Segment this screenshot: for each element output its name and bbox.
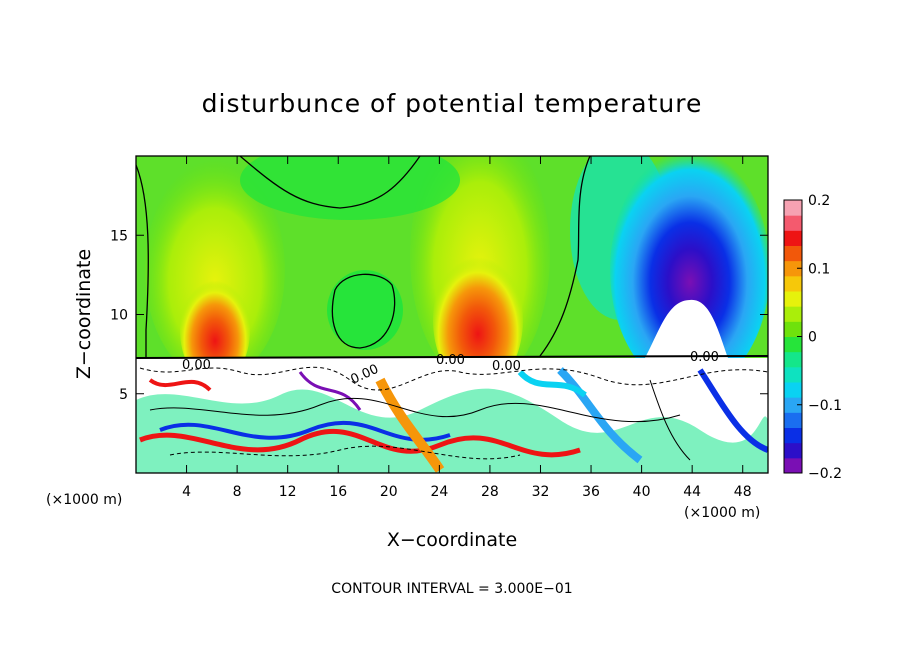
contour-label: 0.00 [436,353,465,368]
colorbar-swatch [784,200,802,216]
colorbar-swatch [784,351,802,368]
contour-label: 0.00 [690,350,719,365]
colorbar-swatch [784,336,802,353]
x-tick-label: 12 [279,484,297,500]
x-unit-left: (×1000 m) [46,492,122,508]
x-tick-label: 36 [582,484,600,500]
x-tick-label: 16 [329,484,347,500]
x-tick-label: 44 [683,484,701,500]
colorbar-tick-label: 0.2 [808,193,830,209]
x-tick-label: 24 [430,484,448,500]
colorbar-swatch [784,275,802,292]
colorbar-swatch [784,291,802,307]
x-tick-label: 32 [532,484,550,500]
x-axis: 4 8 12 16 20 24 28 32 36 40 44 48 [182,156,752,500]
x-tick-label: 20 [380,484,398,500]
colorbar-axis: 0.2 0.1 0 −0.1 −0.2 [797,193,842,482]
colorbar-swatch [784,306,802,322]
field-plot: 0.00 0.00 0.00 0.00 0.00 [136,156,768,473]
colorbar-swatch [784,427,802,444]
y-axis: 5 10 15 [110,228,768,403]
contour-label: 0.00 [492,359,521,374]
warm-band-left [145,160,285,380]
top-green [240,156,460,220]
chart-title: disturbunce of potential temperature [202,89,703,118]
x-tick-label: 4 [182,484,191,500]
colorbar-tick-label: 0 [808,330,817,346]
colorbar-swatch [784,260,802,277]
warm-core-center [433,250,523,390]
colorbar-swatch [784,397,802,413]
x-tick-label: 28 [481,484,499,500]
colorbar-swatch [784,412,802,428]
colorbar-swatch [784,321,802,337]
colorbar-swatch [784,382,802,398]
colorbar-tick-label: −0.1 [808,398,842,414]
x-tick-label: 8 [233,484,242,500]
x-unit-right: (×1000 m) [684,505,760,521]
y-tick-label: 15 [110,228,128,244]
colorbar-swatch [784,366,802,383]
y-axis-label: Z−coordinate [73,249,95,379]
colorbar-swatch [784,245,802,262]
colorbar-tick-label: 0.1 [808,261,830,277]
y-tick-label: 5 [119,387,128,403]
cold-core-white [645,299,728,358]
colorbar-swatch [784,215,802,231]
x-tick-label: 40 [633,484,651,500]
colorbar-swatch [784,230,802,246]
green-cell [327,270,403,350]
colorbar-swatch [784,442,802,459]
x-tick-label: 48 [734,484,752,500]
contour-label: 0.00 [182,358,211,373]
y-tick-label: 10 [110,308,128,324]
cold-anomaly [610,156,768,390]
x-axis-label: X−coordinate [387,529,517,551]
colorbar-tick-label: −0.2 [808,466,842,482]
colorbar-swatch [784,457,802,474]
contour-interval-note: CONTOUR INTERVAL = 3.000E−01 [331,581,572,597]
